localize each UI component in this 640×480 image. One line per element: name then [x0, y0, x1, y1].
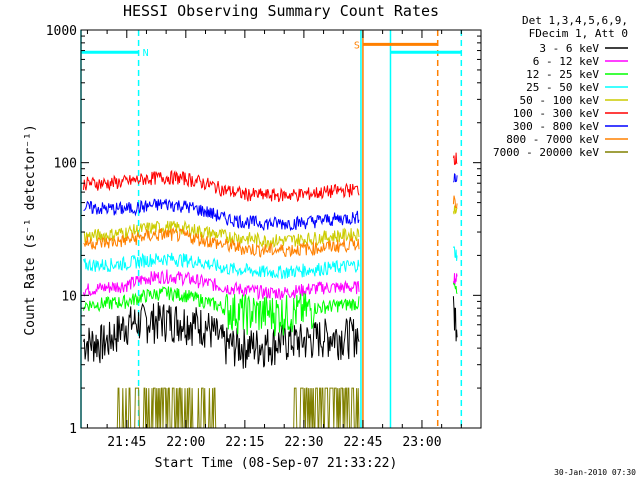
series-line-3 — [83, 286, 360, 337]
series-line-9 — [83, 387, 360, 429]
x-tick-label: 21:45 — [107, 435, 146, 450]
annotation-label-n: N — [143, 48, 149, 59]
annotation-label-s: S — [354, 40, 360, 51]
legend-label: 12 - 25 keV — [526, 68, 599, 81]
series-line-1-after-gap — [452, 296, 458, 342]
x-tick-label: 22:15 — [225, 435, 264, 450]
series-line-6 — [83, 169, 360, 203]
chart-title: HESSI Observing Summary Count Rates — [123, 2, 439, 20]
series-line-3-after-gap — [452, 282, 458, 294]
legend-label: 7000 - 20000 keV — [493, 146, 599, 159]
x-axis-label: Start Time (08-Sep-07 21:33:22) — [155, 456, 398, 471]
series-line-4 — [83, 252, 360, 280]
y-tick-label: 1000 — [46, 24, 77, 39]
legend-label: 25 - 50 keV — [526, 81, 599, 94]
legend-label: 100 - 300 keV — [513, 107, 599, 120]
legend-label: 3 - 6 keV — [539, 42, 599, 55]
legend-header-line: FDecim 1, Att 0 — [529, 27, 628, 40]
x-tick-label: 22:30 — [284, 435, 323, 450]
plot-area: NS — [80, 30, 463, 429]
series-line-7 — [83, 198, 360, 232]
plot-frame — [80, 29, 482, 429]
series-line-6-after-gap — [452, 152, 458, 166]
legend: Det 1,3,4,5,6,9,FDecim 1, Att 0 3 - 6 keV… — [493, 14, 628, 159]
series-line-7-after-gap — [453, 173, 458, 183]
x-tick-label: 22:45 — [343, 435, 382, 450]
legend-label: 800 - 7000 keV — [506, 133, 599, 146]
series-line-5-after-gap — [452, 204, 458, 215]
y-tick-label: 1 — [69, 422, 77, 437]
legend-label: 50 - 100 keV — [520, 94, 600, 107]
x-tick-label: 23:00 — [402, 435, 441, 450]
series-line-2-after-gap — [452, 273, 458, 285]
series-line-8 — [83, 227, 360, 258]
series-line-2 — [83, 269, 360, 301]
legend-label: 300 - 800 keV — [513, 120, 599, 133]
series-line-1 — [83, 302, 360, 369]
legend-label: 6 - 12 keV — [533, 55, 600, 68]
x-tick-label: 22:00 — [166, 435, 205, 450]
footer-date: 30-Jan-2010 07:30 — [554, 468, 636, 477]
series-line-4-after-gap — [452, 245, 458, 261]
y-tick-label: 100 — [54, 157, 77, 172]
y-axis-label: Count Rate (s⁻¹ detector⁻¹) — [23, 124, 38, 335]
legend-header-line: Det 1,3,4,5,6,9, — [522, 14, 628, 27]
axes: 1 10 100 1000 21:45 22:00 22:15 22:30 22:45 23:00 — [46, 24, 482, 450]
y-tick-label: 10 — [61, 289, 77, 304]
series-line-8-after-gap — [452, 195, 458, 209]
